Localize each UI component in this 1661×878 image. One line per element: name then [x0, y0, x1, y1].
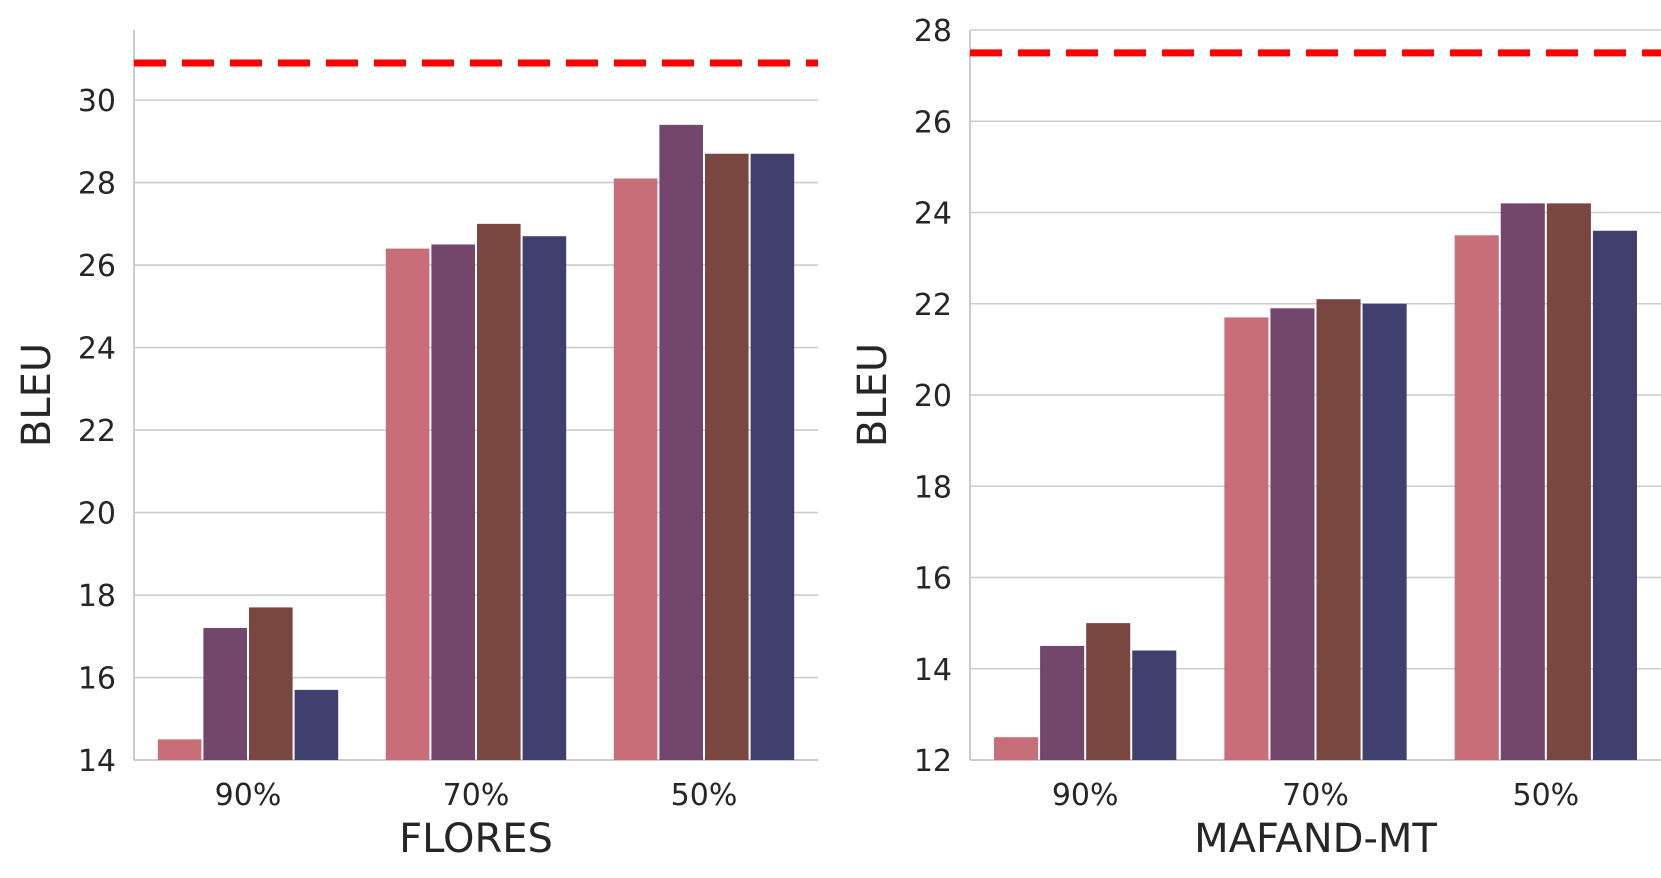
x-tick-label: 70%: [1282, 778, 1349, 813]
y-tick-label: 12: [914, 744, 952, 779]
bar-series-4-70pct: [1362, 303, 1407, 760]
bar-series-3-90pct: [1086, 623, 1131, 760]
y-tick-label: 14: [78, 744, 116, 779]
bar-series-4-90pct: [294, 689, 339, 760]
bar-series-1-50pct: [613, 178, 658, 760]
bar-series-4-70pct: [522, 236, 567, 760]
bar-series-3-70pct: [1316, 299, 1361, 760]
x-tick-label: 50%: [671, 778, 738, 813]
x-tick-label: 50%: [1512, 778, 1579, 813]
panel-flores: 14 16 18 20 22 24 26 28 30 90% 70% 50% FLORES BLEU: [14, 30, 818, 862]
y-tick-label: 16: [914, 562, 952, 597]
y-tick-label: 16: [78, 662, 116, 697]
bar-series-2-70pct: [1270, 308, 1315, 760]
y-tick-label: 22: [78, 414, 116, 449]
bar-series-1-70pct: [385, 248, 430, 760]
y-axis-title: BLEU: [850, 343, 896, 447]
bar-series-4-50pct: [750, 153, 795, 760]
bar-series-2-70pct: [431, 244, 475, 761]
bar-series-1-90pct: [994, 737, 1039, 760]
bar-series-3-90pct: [249, 607, 293, 760]
bar-series-3-50pct: [705, 153, 749, 760]
y-tick-label: 26: [78, 249, 116, 284]
y-axis-title: BLEU: [14, 343, 60, 447]
y-tick-label: 20: [78, 497, 116, 532]
bar-series-1-90pct: [157, 739, 202, 760]
y-tick-label: 24: [914, 197, 952, 232]
x-axis-title: MAFAND-MT: [1194, 816, 1437, 862]
y-tick-label: 28: [78, 167, 116, 202]
bar-series-1-50pct: [1454, 235, 1499, 760]
bar-series-2-90pct: [1040, 645, 1085, 760]
bar-series-2-50pct: [659, 124, 703, 760]
y-tick-label: 24: [78, 332, 116, 367]
y-tick-label: 20: [914, 379, 952, 414]
bar-series-3-70pct: [477, 223, 521, 761]
y-tick-label: 30: [78, 84, 116, 119]
panel-mafand-mt: 12 14 16 18 20 22 24 26 28 90% 70% 50% MAFAND-MT BLEU: [850, 14, 1661, 862]
y-tick-label: 28: [914, 14, 952, 49]
bar-series-4-50pct: [1592, 230, 1637, 760]
x-tick-label: 90%: [215, 778, 282, 813]
x-tick-label: 70%: [443, 778, 510, 813]
y-tick-label: 14: [914, 653, 952, 688]
x-axis-title: FLORES: [399, 816, 553, 862]
bar-series-4-90pct: [1132, 650, 1177, 760]
x-tick-label: 90%: [1052, 778, 1119, 813]
bar-series-1-70pct: [1224, 317, 1269, 760]
y-tick-label: 18: [78, 579, 116, 614]
y-tick-label: 22: [914, 288, 952, 323]
y-tick-label: 26: [914, 105, 952, 140]
bar-series-2-90pct: [203, 628, 247, 760]
bar-series-2-50pct: [1500, 203, 1545, 760]
bar-series-3-50pct: [1546, 203, 1591, 760]
y-tick-label: 18: [914, 470, 952, 505]
